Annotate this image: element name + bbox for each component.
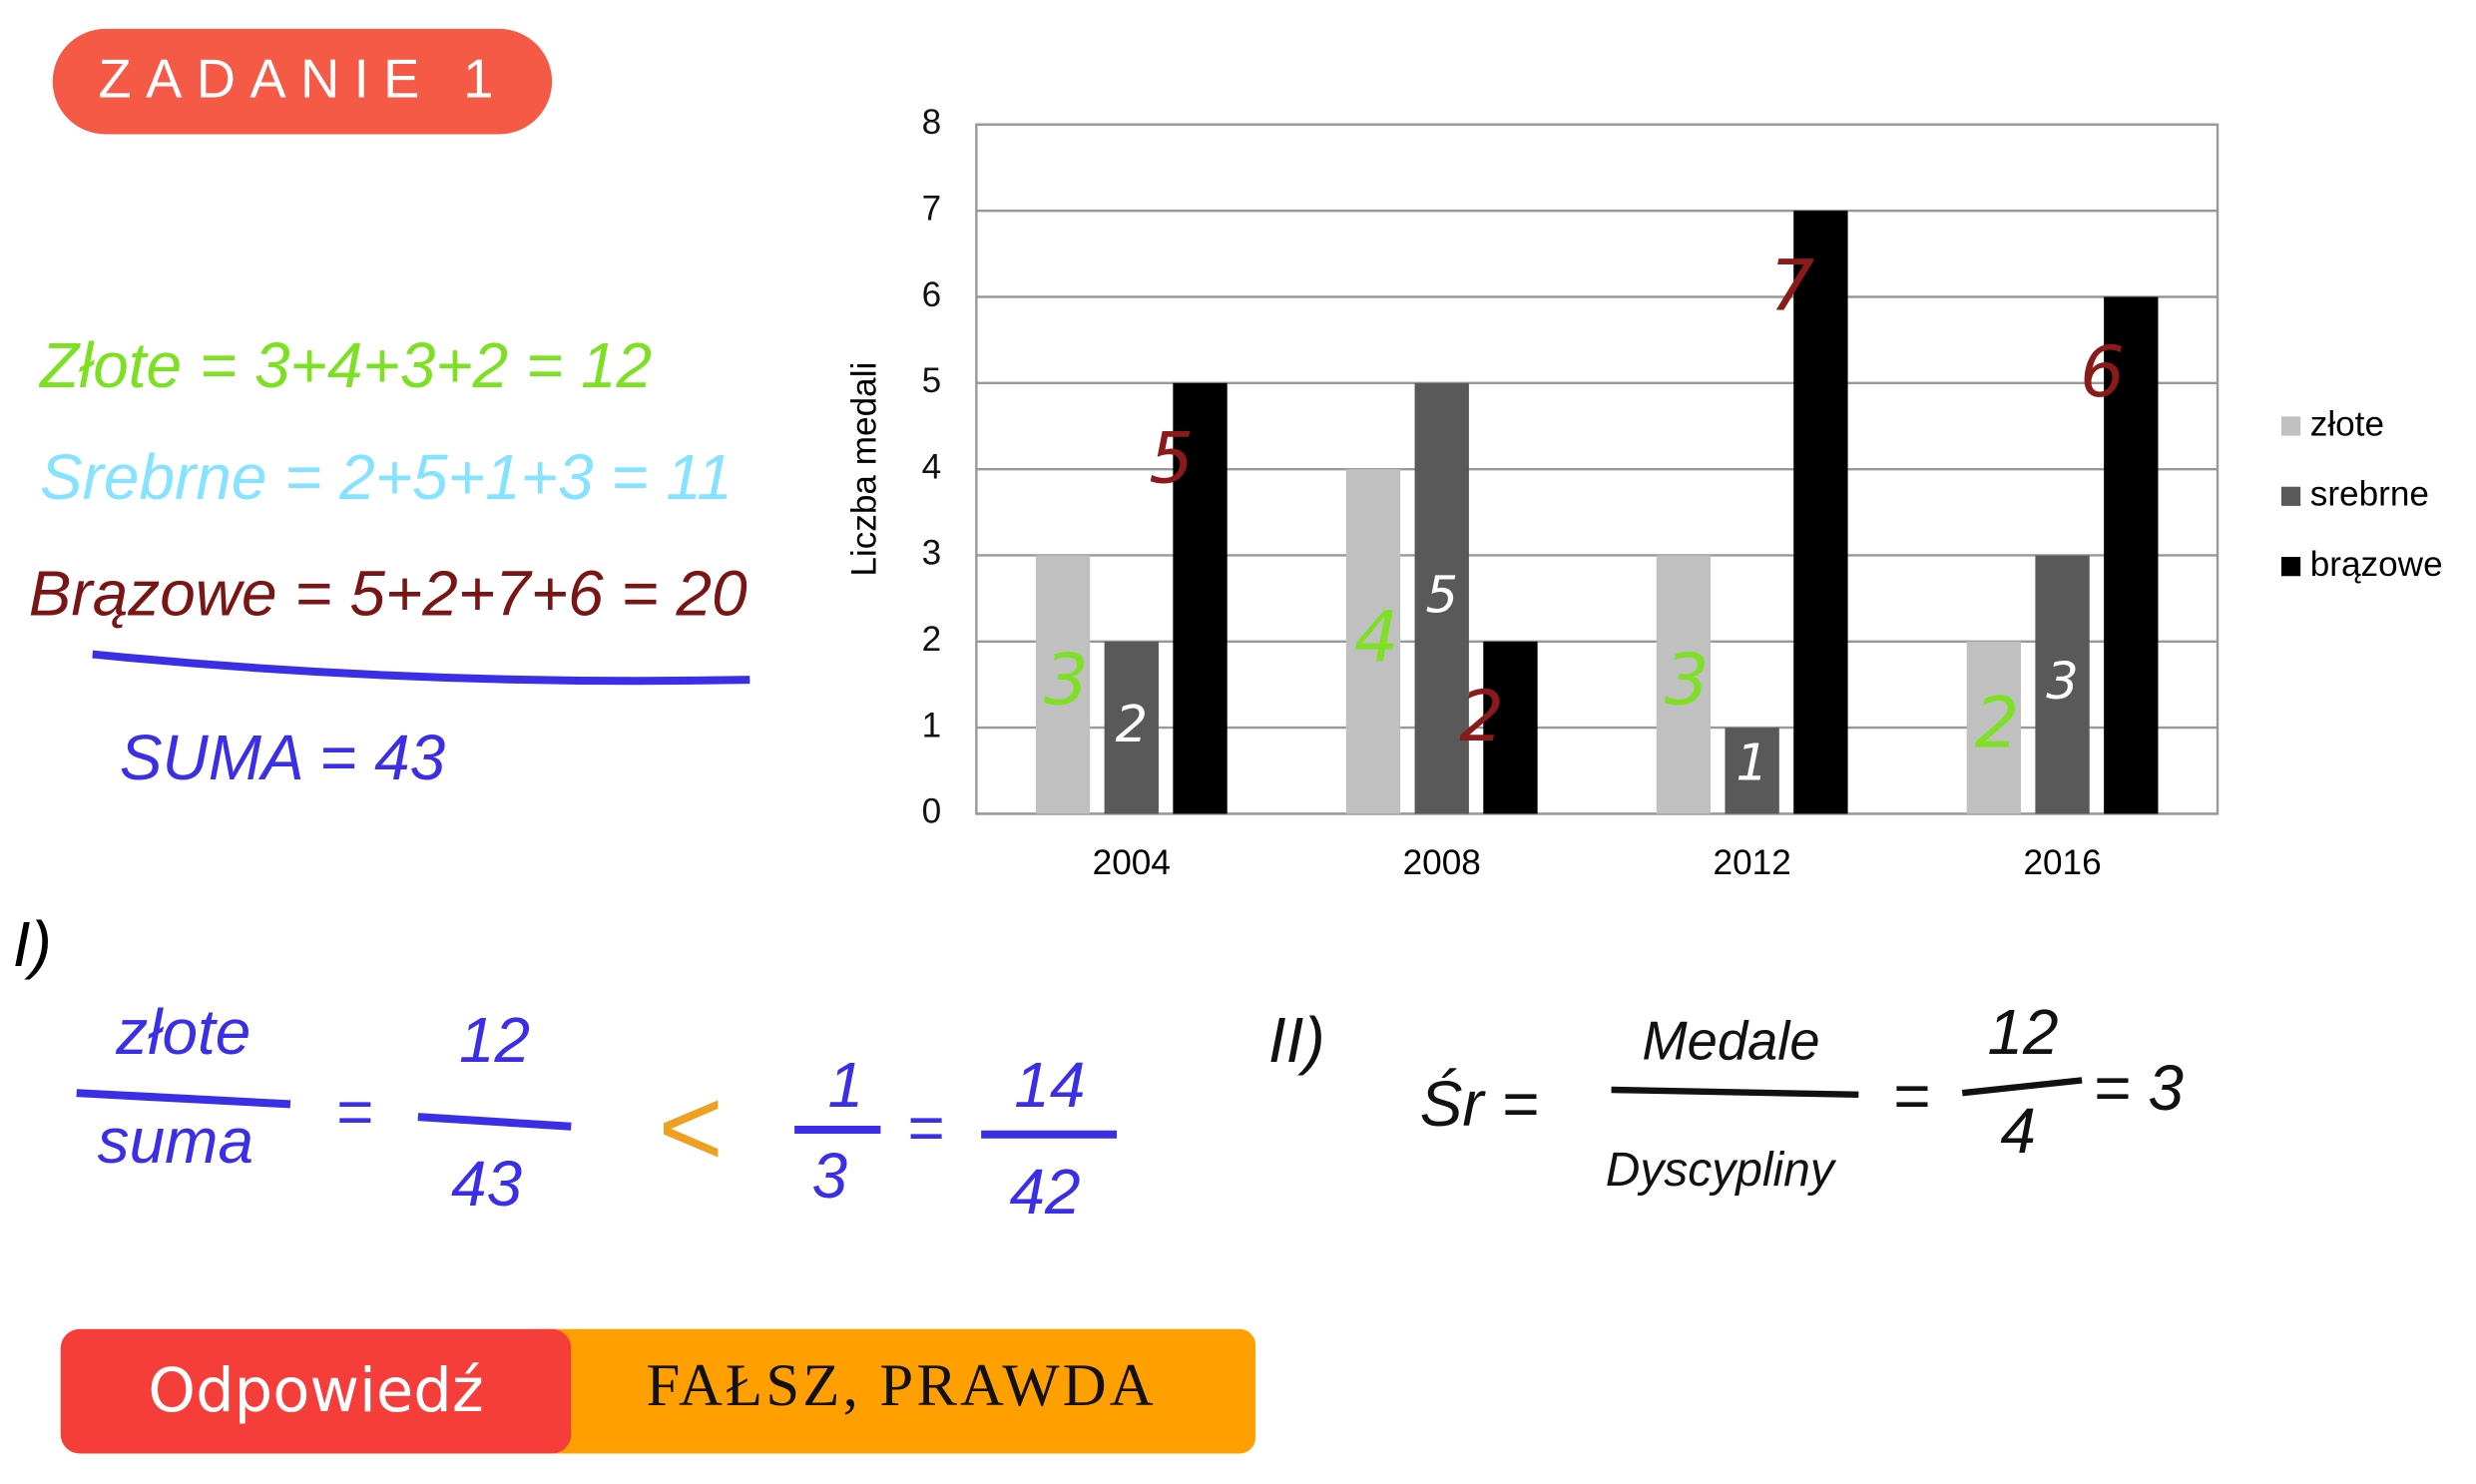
answer-bar: Odpowiedź FAŁSZ, PRAWDA xyxy=(60,1328,1256,1454)
y-tick-label: 0 xyxy=(922,792,942,831)
bar xyxy=(1414,382,1469,814)
answer-box xyxy=(526,1328,1256,1454)
data-label: 7 xyxy=(1769,246,1814,327)
data-label: 1 xyxy=(1735,734,1768,792)
data-label: 3 xyxy=(1665,639,1710,721)
bar xyxy=(1793,211,1848,814)
result: = 3 xyxy=(2093,1052,2184,1124)
notes: Złote = 3+4+3+2 = 12 Srebrne = 2+5+1+3 =… xyxy=(13,329,2184,1228)
fraction-num: złote xyxy=(115,996,250,1068)
x-tick-label: 2004 xyxy=(1093,843,1171,882)
data-label: 5 xyxy=(1149,417,1194,499)
y-tick-label: 3 xyxy=(922,534,942,573)
bar xyxy=(1345,469,1401,814)
title-pill xyxy=(52,28,553,135)
legend-label: brązowe xyxy=(2310,545,2443,584)
fraction-den: 42 xyxy=(1010,1156,1081,1228)
fraction-bar xyxy=(1961,1077,2083,1097)
y-axis-title: Liczba medali xyxy=(844,362,883,577)
part-label: I) xyxy=(13,908,52,980)
total: SUMA = 43 xyxy=(120,722,445,793)
fraction-num: Medale xyxy=(1642,1011,1819,1072)
answer-text: FAŁSZ, PRAWDA xyxy=(647,1352,1157,1419)
bar xyxy=(2035,555,2090,814)
part-label: II) xyxy=(1268,1004,1325,1076)
bar xyxy=(1035,555,1091,814)
y-tick-label: 8 xyxy=(922,103,942,142)
data-label: 2 xyxy=(1116,696,1149,754)
data-label: 2 xyxy=(1459,676,1504,757)
bar xyxy=(1173,382,1228,814)
fraction-bar xyxy=(1611,1086,1859,1098)
y-tick-label: 1 xyxy=(922,706,942,744)
legend-swatch xyxy=(2280,486,2301,506)
fraction-den: suma xyxy=(98,1105,253,1177)
fraction-den: 4 xyxy=(2000,1095,2036,1167)
sum-silver: Srebrne = 2+5+1+3 = 11 xyxy=(40,441,733,513)
y-tick-label: 7 xyxy=(922,189,942,228)
data-label: 2 xyxy=(1975,683,2020,764)
equals: = xyxy=(1892,1060,1929,1132)
legend-swatch xyxy=(2280,557,2301,577)
sum-bronze: Brązowe = 5+2+7+6 = 20 xyxy=(29,558,747,630)
answer-label: Odpowiedź xyxy=(148,1356,483,1426)
data-label: 4 xyxy=(1354,596,1399,678)
legend-label: srebrne xyxy=(2310,475,2429,514)
data-label: 6 xyxy=(2080,331,2125,413)
x-tick-label: 2008 xyxy=(1403,843,1481,882)
data-label: 3 xyxy=(2046,653,2079,712)
y-tick-label: 2 xyxy=(922,620,942,659)
y-tick-label: 4 xyxy=(922,447,942,486)
bar xyxy=(1104,641,1159,814)
x-tick-label: 2012 xyxy=(1714,843,1791,882)
data-label: 5 xyxy=(1425,567,1458,626)
title: ZADANIE 1 xyxy=(99,49,508,110)
fraction-num: 14 xyxy=(1014,1049,1085,1121)
equals: = xyxy=(335,1076,372,1148)
bar xyxy=(1725,728,1779,814)
equals: = xyxy=(907,1092,944,1164)
bar xyxy=(1483,641,1538,814)
answer-label-box xyxy=(60,1328,572,1454)
fraction-num: 1 xyxy=(827,1049,863,1121)
fraction-den: 3 xyxy=(811,1140,847,1212)
compare: < xyxy=(657,1065,722,1190)
sum-gold: Złote = 3+4+3+2 = 12 xyxy=(38,329,652,401)
bar xyxy=(1656,555,1712,814)
fraction-den: 43 xyxy=(451,1148,522,1220)
fraction-bar xyxy=(76,1089,291,1109)
fraction-bar xyxy=(417,1113,572,1131)
y-tick-label: 6 xyxy=(922,275,942,314)
legend-swatch xyxy=(2280,416,2301,436)
fraction-den: Dyscypliny xyxy=(1606,1144,1837,1197)
legend-label: złote xyxy=(2310,404,2384,443)
x-tick-label: 2016 xyxy=(2023,843,2101,882)
bar xyxy=(2104,296,2159,814)
fraction-num: 12 xyxy=(1987,996,2058,1068)
y-tick-label: 5 xyxy=(922,361,942,400)
data-label: 3 xyxy=(1044,639,1089,721)
lhs: Śr = xyxy=(1420,1067,1539,1140)
fraction-num: 12 xyxy=(459,1004,530,1076)
bar xyxy=(1966,641,2022,814)
underline xyxy=(92,650,750,686)
